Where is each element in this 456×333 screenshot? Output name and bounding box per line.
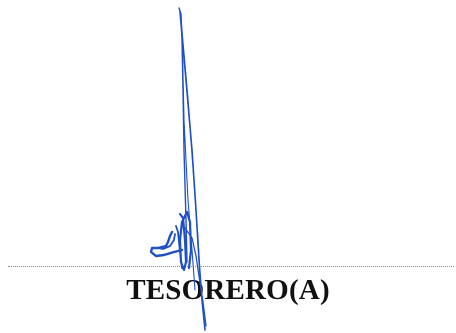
signature-line [8, 266, 454, 267]
role-label: TESORERO(A) [126, 274, 330, 306]
